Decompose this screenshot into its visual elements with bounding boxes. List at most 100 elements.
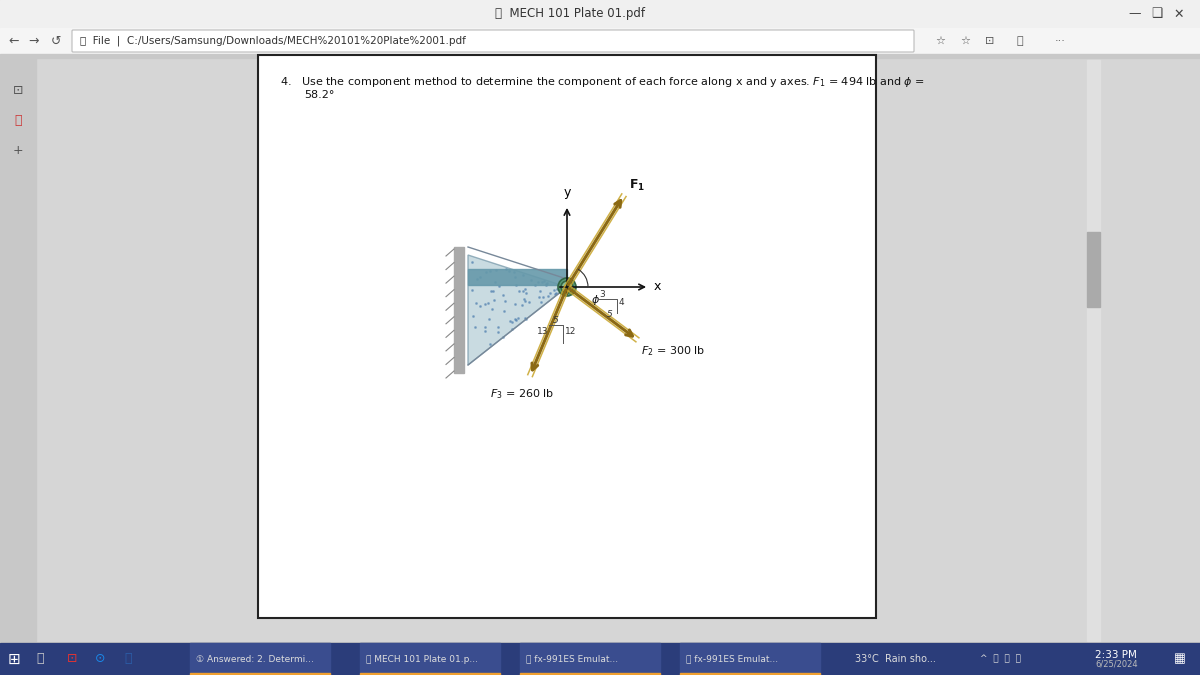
Bar xyxy=(360,643,500,675)
Text: ▦: ▦ xyxy=(1174,653,1186,666)
Point xyxy=(512,300,532,310)
Point xyxy=(533,291,552,302)
Point xyxy=(470,300,490,311)
Point xyxy=(475,299,494,310)
Text: 5: 5 xyxy=(607,310,613,319)
Point xyxy=(538,277,557,288)
Text: ⊡: ⊡ xyxy=(985,36,995,46)
Point xyxy=(475,326,494,337)
Circle shape xyxy=(562,281,574,293)
Point xyxy=(505,314,524,325)
Point xyxy=(547,284,566,294)
Text: $F_3$ = 260 lb: $F_3$ = 260 lb xyxy=(490,387,554,402)
Text: ☆: ☆ xyxy=(935,36,946,46)
Text: ⓘ  File  |  C:/Users/Samsung/Downloads/MECH%20101%20Plate%2001.pdf: ⓘ File | C:/Users/Samsung/Downloads/MECH… xyxy=(80,36,466,47)
Text: y: y xyxy=(563,186,571,199)
Point xyxy=(488,321,508,332)
Bar xyxy=(680,673,820,675)
Point xyxy=(529,292,548,302)
Point xyxy=(500,266,520,277)
Bar xyxy=(0,54,1200,58)
Text: 12: 12 xyxy=(565,327,576,336)
Text: →: → xyxy=(29,34,40,47)
Text: 📄  MECH 101 Plate 01.pdf: 📄 MECH 101 Plate 01.pdf xyxy=(496,7,646,20)
Point xyxy=(536,279,556,290)
Text: 📕: 📕 xyxy=(14,113,22,126)
Point xyxy=(479,298,498,308)
Point xyxy=(545,284,564,295)
Point xyxy=(497,263,516,274)
Point xyxy=(463,256,482,267)
Text: 🔍: 🔍 xyxy=(36,653,43,666)
Point xyxy=(481,339,500,350)
Bar xyxy=(190,643,330,675)
Text: ❑: ❑ xyxy=(1151,7,1163,20)
Point xyxy=(516,313,535,324)
Point xyxy=(540,288,559,299)
Bar xyxy=(0,58,1200,641)
Point xyxy=(486,264,505,275)
Point xyxy=(509,313,528,323)
Point xyxy=(496,295,515,306)
Point xyxy=(515,296,534,306)
Text: 6/25/2024: 6/25/2024 xyxy=(1096,659,1138,668)
Bar xyxy=(1087,60,1100,641)
Point xyxy=(521,275,540,286)
FancyBboxPatch shape xyxy=(72,30,914,52)
Point xyxy=(481,266,500,277)
Point xyxy=(515,293,534,304)
Text: $\mathbf{F_1}$: $\mathbf{F_1}$ xyxy=(629,178,646,193)
Text: 58.2°: 58.2° xyxy=(304,90,335,100)
Point xyxy=(533,276,552,287)
Point xyxy=(514,270,533,281)
Point xyxy=(546,288,565,298)
Point xyxy=(539,290,558,301)
Point xyxy=(494,290,514,301)
Point xyxy=(485,277,504,288)
Bar xyxy=(0,643,1200,675)
Point xyxy=(488,326,508,337)
Point xyxy=(475,321,494,332)
Bar xyxy=(0,58,36,641)
Point xyxy=(517,288,536,298)
Point xyxy=(502,316,521,327)
Point xyxy=(484,286,503,296)
Text: 🌐 MECH 101 Plate 01.p...: 🌐 MECH 101 Plate 01.p... xyxy=(366,655,478,664)
Point xyxy=(466,321,485,332)
Text: 3: 3 xyxy=(599,290,605,299)
Point xyxy=(517,313,536,324)
Text: +: + xyxy=(13,144,23,157)
Point xyxy=(482,304,502,315)
Bar xyxy=(468,269,568,285)
Text: ⊡: ⊡ xyxy=(67,653,77,666)
Point xyxy=(480,313,499,324)
Text: ···: ··· xyxy=(1055,36,1066,46)
Polygon shape xyxy=(468,255,568,365)
Point xyxy=(494,306,514,317)
Text: 📋 fx-991ES Emulat...: 📋 fx-991ES Emulat... xyxy=(686,655,778,664)
Text: ↺: ↺ xyxy=(50,34,61,47)
Point xyxy=(505,298,524,309)
Text: —: — xyxy=(1129,7,1141,20)
Text: ✕: ✕ xyxy=(1174,7,1184,20)
Text: 33°C  Rain sho...: 33°C Rain sho... xyxy=(854,654,936,664)
Point xyxy=(466,298,485,308)
Point xyxy=(526,280,545,291)
Text: 4.   Use the component method to determine the component of each force along x a: 4. Use the component method to determine… xyxy=(280,75,925,89)
Point xyxy=(493,331,512,342)
Bar xyxy=(0,28,1200,54)
Point xyxy=(468,273,487,284)
Circle shape xyxy=(558,278,576,296)
Text: $\phi$: $\phi$ xyxy=(592,293,600,307)
Bar xyxy=(190,673,330,675)
Point xyxy=(506,315,526,326)
Text: ① Answered: 2. Determi...: ① Answered: 2. Determi... xyxy=(196,655,314,664)
Bar xyxy=(680,643,820,675)
Point xyxy=(520,297,539,308)
Point xyxy=(505,271,524,282)
Point xyxy=(514,286,533,296)
Text: ⊞: ⊞ xyxy=(7,651,20,666)
Bar xyxy=(520,643,660,675)
Point xyxy=(510,286,529,296)
Point xyxy=(528,276,547,287)
